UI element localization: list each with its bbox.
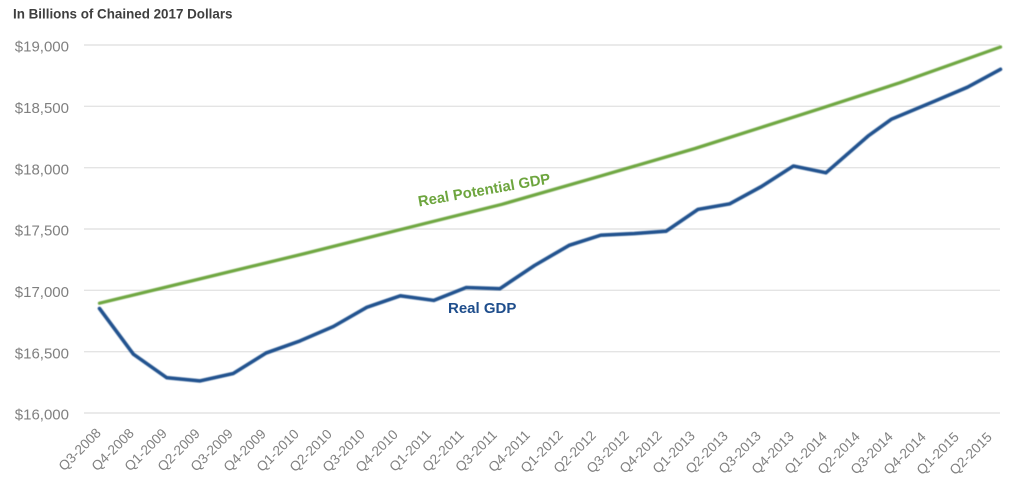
svg-text:$19,000: $19,000 [15, 39, 69, 56]
svg-text:$16,500: $16,500 [15, 345, 69, 362]
svg-text:$18,500: $18,500 [15, 100, 69, 117]
svg-text:$17,500: $17,500 [15, 223, 69, 240]
svg-text:$17,000: $17,000 [15, 284, 69, 301]
svg-text:$18,000: $18,000 [15, 161, 69, 178]
svg-text:$16,000: $16,000 [15, 407, 69, 424]
svg-text:Real GDP: Real GDP [448, 300, 516, 317]
svg-text:In Billions of Chained 2017 Do: In Billions of Chained 2017 Dollars [13, 7, 233, 22]
